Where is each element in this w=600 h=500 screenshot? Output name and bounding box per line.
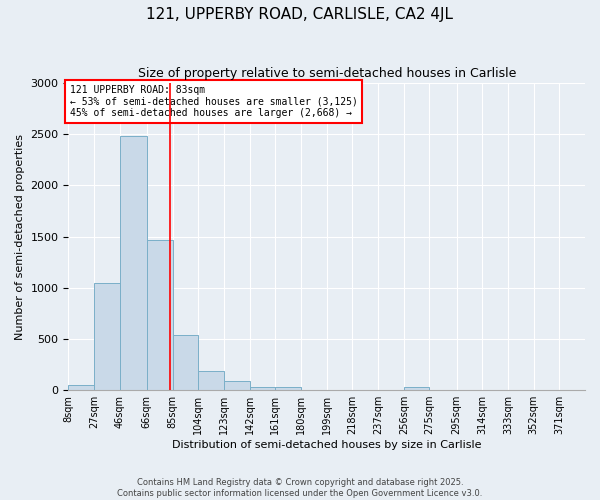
- Bar: [120, 136, 147, 390]
- Text: 121 UPPERBY ROAD: 83sqm
← 53% of semi-detached houses are smaller (3,125)
45% of: 121 UPPERBY ROAD: 83sqm ← 53% of semi-de…: [70, 85, 358, 118]
- Title: Size of property relative to semi-detached houses in Carlisle: Size of property relative to semi-detach…: [137, 68, 516, 80]
- Bar: [250, 386, 275, 390]
- Bar: [147, 240, 173, 390]
- Y-axis label: Number of semi-detached properties: Number of semi-detached properties: [15, 134, 25, 340]
- Bar: [404, 386, 430, 390]
- Bar: [94, 282, 120, 390]
- Bar: [68, 385, 94, 390]
- Text: Contains HM Land Registry data © Crown copyright and database right 2025.
Contai: Contains HM Land Registry data © Crown c…: [118, 478, 482, 498]
- Bar: [224, 382, 250, 390]
- Bar: [275, 387, 301, 390]
- Bar: [198, 370, 224, 390]
- X-axis label: Distribution of semi-detached houses by size in Carlisle: Distribution of semi-detached houses by …: [172, 440, 481, 450]
- Bar: [173, 335, 198, 390]
- Text: 121, UPPERBY ROAD, CARLISLE, CA2 4JL: 121, UPPERBY ROAD, CARLISLE, CA2 4JL: [146, 8, 454, 22]
